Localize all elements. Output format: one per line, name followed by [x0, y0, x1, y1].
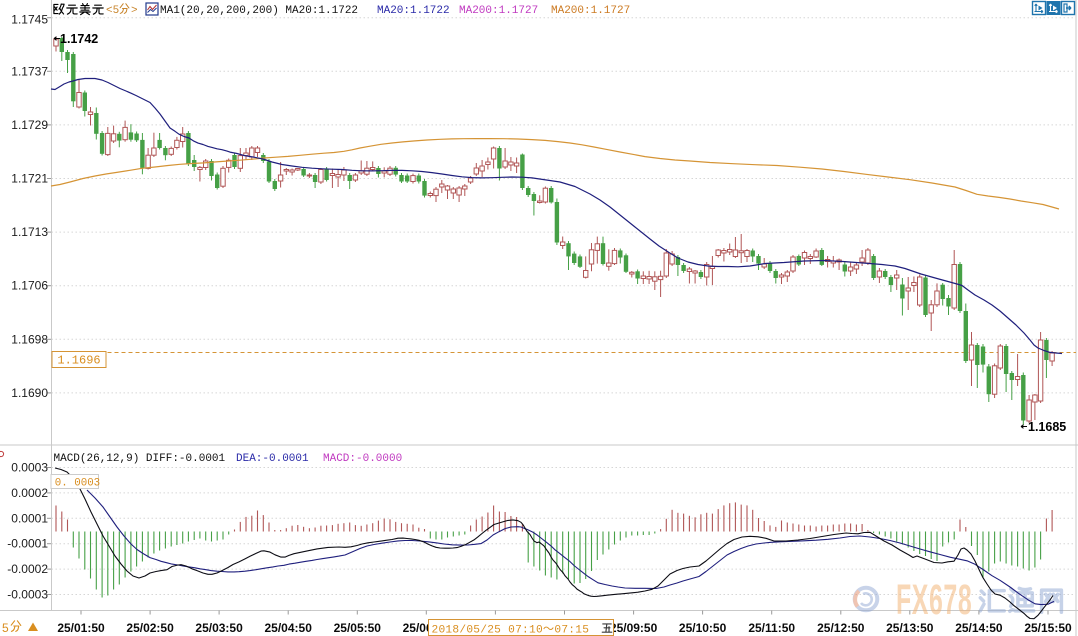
- svg-text:0.0003: 0.0003: [11, 461, 48, 475]
- svg-text:5: 5: [2, 621, 9, 635]
- svg-text:<5: <5: [106, 5, 119, 17]
- svg-text:-0.0003: -0.0003: [7, 588, 48, 602]
- svg-text:>: >: [131, 5, 138, 17]
- svg-text:1.1713: 1.1713: [11, 225, 48, 239]
- svg-text:1.1698: 1.1698: [11, 332, 48, 346]
- svg-text:-0.0002: -0.0002: [7, 562, 48, 576]
- svg-text:1.1729: 1.1729: [11, 118, 48, 132]
- svg-text:25/03:50: 25/03:50: [195, 621, 243, 635]
- svg-text:25/12:50: 25/12:50: [817, 621, 865, 635]
- svg-text:1.1696: 1.1696: [57, 354, 100, 368]
- svg-text:-0.0001: -0.0001: [7, 537, 48, 551]
- svg-text:1.1690: 1.1690: [11, 386, 48, 400]
- svg-text:MA200:1.1727: MA200:1.1727: [551, 5, 630, 17]
- svg-text:MACD:-0.0000: MACD:-0.0000: [323, 453, 402, 465]
- svg-text:FX678: FX678: [896, 576, 972, 624]
- svg-text:1.1706: 1.1706: [11, 279, 48, 293]
- svg-text:1.1737: 1.1737: [11, 64, 48, 78]
- svg-text:MA20:1.1722: MA20:1.1722: [377, 5, 450, 17]
- svg-text:0. 0003: 0. 0003: [55, 477, 100, 489]
- svg-text:25/11:50: 25/11:50: [748, 621, 795, 635]
- svg-text:MACD(26,12,9) DIFF:-0.0001: MACD(26,12,9) DIFF:-0.0001: [54, 453, 226, 465]
- svg-text:25/15:50: 25/15:50: [1024, 621, 1072, 635]
- svg-text:25/14:50: 25/14:50: [955, 621, 1003, 635]
- svg-text:25/02:50: 25/02:50: [126, 621, 174, 635]
- svg-text:25/04:50: 25/04:50: [265, 621, 313, 635]
- svg-text:1.1685: 1.1685: [1028, 420, 1066, 434]
- svg-text:25/01:50: 25/01:50: [57, 621, 105, 635]
- svg-text:25/05:50: 25/05:50: [334, 621, 382, 635]
- svg-text:0.0002: 0.0002: [11, 486, 48, 500]
- svg-text:1.1742: 1.1742: [60, 32, 98, 46]
- svg-text:25/13:50: 25/13:50: [886, 621, 934, 635]
- svg-text:DEA:-0.0001: DEA:-0.0001: [236, 453, 309, 465]
- svg-text:2018/05/25 07:10～07:15: 2018/05/25 07:10～07:15: [432, 624, 590, 636]
- svg-text:25/10:50: 25/10:50: [679, 621, 727, 635]
- svg-text:1.1745: 1.1745: [11, 13, 48, 27]
- svg-text:0.0001: 0.0001: [11, 511, 48, 525]
- svg-text:25/09:50: 25/09:50: [610, 621, 658, 635]
- svg-text:1.1721: 1.1721: [11, 172, 48, 186]
- svg-text:MA1(20,20,200,200) MA20:1.1722: MA1(20,20,200,200) MA20:1.1722: [160, 5, 358, 17]
- svg-text:MA200:1.1727: MA200:1.1727: [459, 5, 538, 17]
